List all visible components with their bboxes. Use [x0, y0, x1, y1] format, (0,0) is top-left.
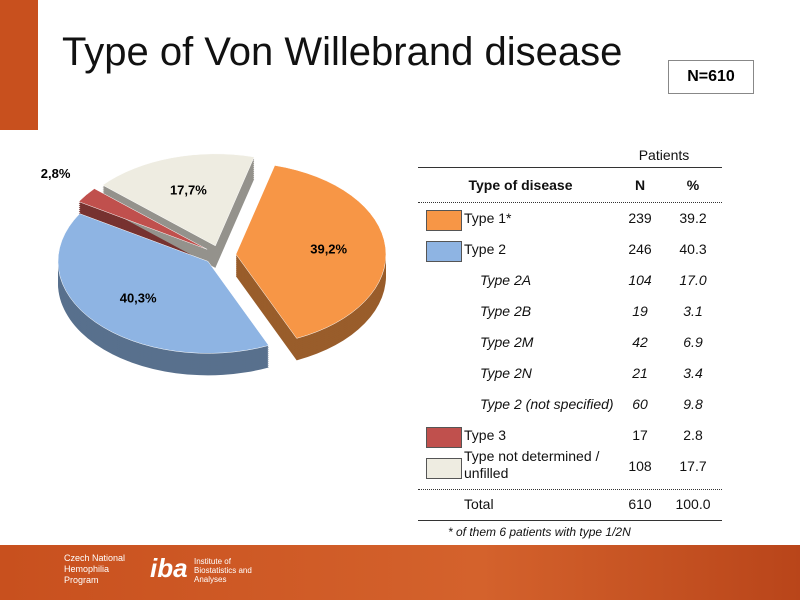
table-cell: 3.4 [683, 365, 703, 381]
table-cell: Type 2M [480, 334, 534, 350]
accent-block [0, 0, 38, 130]
table-cell: Type not determined / unfilled [464, 448, 600, 481]
data-table: Patients Type of disease N% Type 1* 239 39.2 T… [418, 140, 722, 540]
legend-swatch [426, 427, 462, 448]
table-cell: Type 2B [480, 303, 532, 319]
legend-swatch [426, 210, 462, 231]
table-cell: 17.0 [679, 272, 707, 288]
slice [235, 165, 387, 339]
table-cell: 239 [628, 210, 652, 226]
table-cell: 39.2 [679, 210, 707, 226]
table-cell: Total [464, 496, 494, 512]
table-cell: 2.8 [683, 427, 703, 443]
table-cell: Type 2 (not specified) [480, 396, 614, 412]
rule [418, 167, 722, 168]
table-cell: 60 [632, 396, 648, 412]
table-cell: 42 [632, 334, 648, 350]
slide-title: Type of Von Willebrand disease [62, 30, 623, 74]
table-cell: 104 [628, 272, 652, 288]
table-cell: 19 [632, 303, 648, 319]
n-badge: N=610 [668, 60, 754, 94]
table-cell: 610 [628, 496, 652, 512]
table-cell: Type 3 [464, 427, 507, 443]
table-cell: 100.0 [675, 496, 711, 512]
table-cell: 6.9 [683, 334, 703, 350]
slice [78, 188, 208, 250]
slice [102, 153, 255, 247]
legend-swatch [426, 458, 462, 479]
table-cell: 17 [632, 427, 648, 443]
slice [57, 213, 270, 354]
program-name: Czech National Hemophilia Program [64, 553, 126, 585]
table-cell: 3.1 [683, 303, 703, 319]
footer-band: Czech National Hemophilia Program iba In… [0, 545, 800, 600]
table-cell: 246 [628, 241, 652, 257]
column-header: N [634, 177, 646, 193]
table-cell: 17.7 [679, 458, 707, 474]
group-header: Patients [638, 147, 690, 163]
table-cell: Type 1* [464, 210, 512, 226]
logo-text: iba [150, 553, 188, 583]
column-header: % [686, 177, 700, 193]
table-cell: 9.8 [683, 396, 703, 412]
table-cell: 21 [632, 365, 648, 381]
rule [418, 489, 722, 490]
rule [418, 202, 722, 203]
data-label: 39,2% [310, 241, 347, 256]
legend-swatch [426, 241, 462, 262]
column-header: Type of disease [468, 177, 573, 193]
rule [418, 520, 722, 521]
data-label: 17,7% [170, 183, 207, 198]
table-cell: Type 2 [464, 241, 507, 257]
pie-chart: 39,2% 40,3% 2,8% 17,7% [41, 153, 387, 376]
footnote: * of them 6 patients with type 1/2N [448, 525, 631, 539]
table-cell: Type 2A [480, 272, 532, 288]
table-cell: Type 2N [480, 365, 532, 381]
institute-name: Institute of Biostatistics and Analyses [194, 557, 252, 584]
data-label: 40,3% [120, 290, 157, 305]
table-cell: 40.3 [679, 241, 707, 257]
data-label: 2,8% [41, 166, 71, 181]
table-cell: 108 [628, 458, 652, 474]
